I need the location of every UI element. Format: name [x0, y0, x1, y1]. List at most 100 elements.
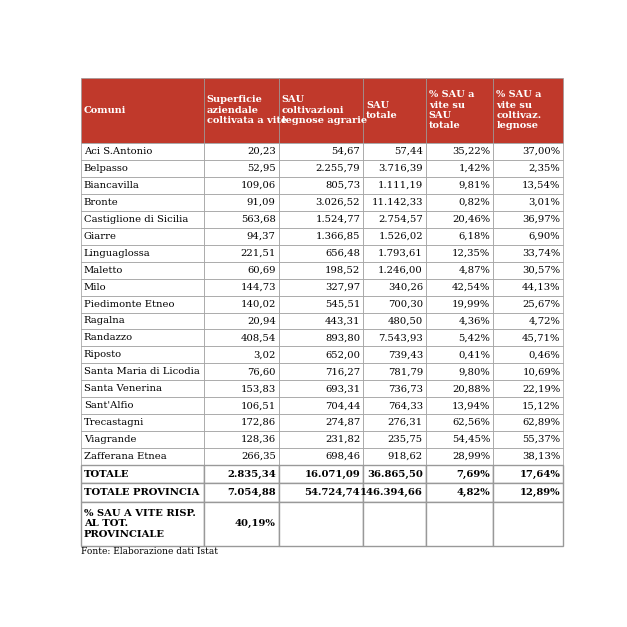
- Text: Comuni: Comuni: [84, 106, 126, 115]
- Text: Riposto: Riposto: [84, 350, 122, 359]
- Bar: [426, 397, 493, 414]
- Bar: [493, 414, 563, 431]
- Text: 44,13%: 44,13%: [522, 283, 561, 292]
- Text: 140,02: 140,02: [240, 300, 276, 308]
- Text: Bronte: Bronte: [84, 198, 119, 207]
- Text: 1.524,77: 1.524,77: [315, 215, 360, 224]
- Bar: [204, 312, 278, 329]
- Bar: [493, 194, 563, 211]
- Text: 736,73: 736,73: [388, 384, 423, 393]
- Text: Viagrande: Viagrande: [84, 435, 136, 444]
- Text: % SAU A VITE RISP.
AL TOT.
PROVINCIALE: % SAU A VITE RISP. AL TOT. PROVINCIALE: [84, 509, 196, 539]
- Bar: [81, 295, 204, 312]
- Bar: [278, 143, 363, 160]
- Bar: [204, 143, 278, 160]
- Bar: [493, 483, 563, 502]
- Bar: [81, 483, 204, 502]
- Text: 1.111,19: 1.111,19: [377, 181, 423, 190]
- Bar: [204, 177, 278, 194]
- Bar: [278, 295, 363, 312]
- Text: Giarre: Giarre: [84, 232, 117, 241]
- Text: 28,99%: 28,99%: [452, 452, 490, 461]
- Bar: [204, 261, 278, 278]
- Text: 45,71%: 45,71%: [522, 334, 561, 342]
- Text: 20,88%: 20,88%: [452, 384, 490, 393]
- Text: Zafferana Etnea: Zafferana Etnea: [84, 452, 167, 461]
- Text: 19,99%: 19,99%: [452, 300, 490, 308]
- Text: 4,36%: 4,36%: [459, 317, 490, 325]
- Bar: [81, 414, 204, 431]
- Bar: [278, 448, 363, 465]
- Text: 17,64%: 17,64%: [520, 470, 561, 478]
- Bar: [204, 278, 278, 295]
- Bar: [278, 363, 363, 380]
- Bar: [363, 228, 426, 245]
- Bar: [81, 363, 204, 380]
- Text: 0,46%: 0,46%: [529, 350, 561, 359]
- Text: 274,87: 274,87: [325, 418, 360, 427]
- Text: 30,57%: 30,57%: [522, 266, 561, 275]
- Text: 25,67%: 25,67%: [522, 300, 561, 308]
- Text: 0,82%: 0,82%: [459, 198, 490, 207]
- Bar: [81, 245, 204, 261]
- Text: 38,13%: 38,13%: [522, 452, 561, 461]
- Bar: [363, 397, 426, 414]
- Bar: [204, 363, 278, 380]
- Text: 656,48: 656,48: [325, 249, 360, 258]
- Text: 893,80: 893,80: [325, 334, 360, 342]
- Bar: [363, 78, 426, 143]
- Bar: [204, 160, 278, 177]
- Text: 13,54%: 13,54%: [522, 181, 561, 190]
- Bar: [204, 194, 278, 211]
- Text: 7,69%: 7,69%: [456, 470, 490, 478]
- Text: 42,54%: 42,54%: [452, 283, 490, 292]
- Bar: [426, 160, 493, 177]
- Bar: [363, 295, 426, 312]
- Text: 198,52: 198,52: [325, 266, 360, 275]
- Text: 1.246,00: 1.246,00: [378, 266, 423, 275]
- Bar: [363, 414, 426, 431]
- Bar: [204, 448, 278, 465]
- Bar: [493, 228, 563, 245]
- Bar: [363, 465, 426, 483]
- Text: 480,50: 480,50: [387, 317, 423, 325]
- Bar: [278, 502, 363, 546]
- Bar: [426, 194, 493, 211]
- Text: 4,72%: 4,72%: [529, 317, 561, 325]
- Bar: [278, 414, 363, 431]
- Bar: [81, 194, 204, 211]
- Bar: [493, 143, 563, 160]
- Text: Randazzo: Randazzo: [84, 334, 133, 342]
- Bar: [81, 465, 204, 483]
- Bar: [363, 194, 426, 211]
- Text: 11.142,33: 11.142,33: [371, 198, 423, 207]
- Bar: [426, 278, 493, 295]
- Text: % SAU a
vite su
SAU
totale: % SAU a vite su SAU totale: [429, 90, 474, 130]
- Bar: [204, 502, 278, 546]
- Text: 1,42%: 1,42%: [458, 164, 490, 173]
- Text: 4,87%: 4,87%: [458, 266, 490, 275]
- Bar: [81, 397, 204, 414]
- Text: 20,94: 20,94: [247, 317, 276, 325]
- Bar: [426, 295, 493, 312]
- Bar: [493, 346, 563, 363]
- Bar: [363, 483, 426, 502]
- Text: 36.865,50: 36.865,50: [367, 470, 423, 478]
- Bar: [204, 211, 278, 228]
- Text: 109,06: 109,06: [241, 181, 276, 190]
- Bar: [278, 329, 363, 346]
- Text: 106,51: 106,51: [241, 401, 276, 410]
- Bar: [204, 483, 278, 502]
- Bar: [81, 211, 204, 228]
- Bar: [81, 261, 204, 278]
- Bar: [278, 211, 363, 228]
- Bar: [363, 278, 426, 295]
- Bar: [81, 380, 204, 397]
- Text: 700,30: 700,30: [387, 300, 423, 308]
- Text: 443,31: 443,31: [325, 317, 360, 325]
- Bar: [204, 228, 278, 245]
- Text: 20,23: 20,23: [247, 147, 276, 156]
- Bar: [426, 414, 493, 431]
- Text: 146.394,66: 146.394,66: [360, 488, 423, 497]
- Bar: [493, 261, 563, 278]
